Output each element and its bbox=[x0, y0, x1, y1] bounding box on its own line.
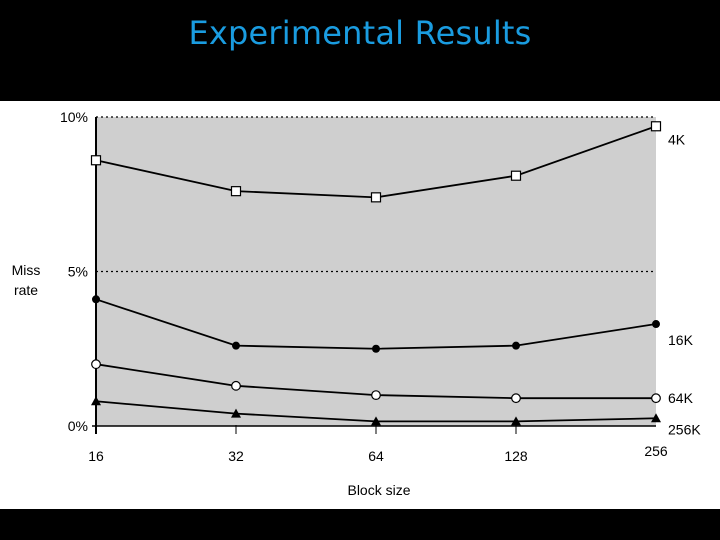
data-point bbox=[92, 295, 100, 304]
y-axis-label-line-2: rate bbox=[14, 282, 38, 298]
data-point bbox=[91, 359, 101, 370]
data-point bbox=[90, 155, 102, 166]
data-point bbox=[231, 408, 241, 418]
series-label: 64K bbox=[668, 390, 694, 406]
miss-rate-chart: 0% 5% 10% 16 32 64 128 256 4K 16K 64K 256K Miss ra… bbox=[12, 109, 702, 498]
x-tick-label: 16 bbox=[88, 448, 104, 464]
data-point bbox=[511, 416, 521, 426]
data-point bbox=[372, 344, 380, 353]
x-tick-label: 64 bbox=[368, 448, 384, 464]
y-tick-label: 10% bbox=[60, 109, 88, 125]
data-point bbox=[370, 192, 382, 203]
series-64k: 64K bbox=[91, 359, 694, 406]
data-point bbox=[651, 413, 661, 423]
x-tick-label: 256 bbox=[644, 443, 668, 459]
data-point bbox=[650, 121, 662, 132]
x-tick-label: 32 bbox=[228, 448, 244, 464]
data-point bbox=[91, 396, 101, 406]
x-axis-label: Block size bbox=[347, 482, 410, 498]
slide-title: Experimental Results bbox=[188, 14, 532, 52]
data-point bbox=[230, 186, 242, 197]
y-axis-label-line-1: Miss bbox=[12, 262, 41, 278]
x-tick-label: 128 bbox=[504, 448, 528, 464]
data-point bbox=[232, 341, 240, 350]
data-point bbox=[512, 341, 520, 350]
data-point bbox=[511, 393, 521, 404]
data-point bbox=[651, 393, 661, 404]
series-label: 256K bbox=[668, 421, 701, 437]
series-256k: 256K bbox=[91, 396, 701, 437]
series-4k: 4K bbox=[90, 121, 686, 203]
series-label: 16K bbox=[668, 332, 694, 348]
y-tick-label: 5% bbox=[68, 264, 88, 280]
y-tick-label: 0% bbox=[68, 418, 88, 434]
series-label: 4K bbox=[668, 131, 686, 147]
data-point bbox=[652, 320, 660, 329]
series-16k: 16K bbox=[92, 295, 694, 353]
data-point bbox=[371, 390, 381, 401]
chart-figure: 0% 5% 10% 16 32 64 128 256 4K 16K 64K 256K Miss ra… bbox=[0, 101, 720, 509]
data-point bbox=[231, 380, 241, 391]
data-point bbox=[510, 170, 522, 181]
data-point bbox=[371, 416, 381, 426]
